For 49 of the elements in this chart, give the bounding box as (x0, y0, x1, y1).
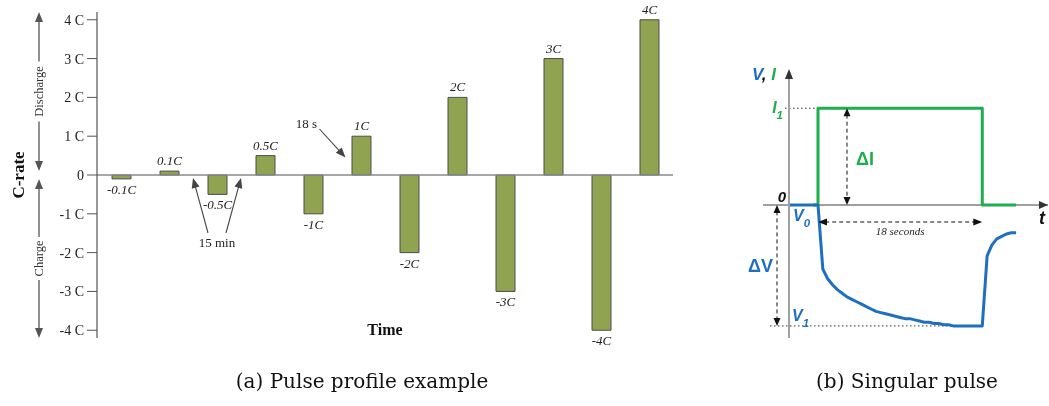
bar (303, 174, 324, 215)
data-label: 2C (449, 79, 466, 95)
bar (639, 19, 660, 176)
bar (255, 155, 276, 176)
y-tick-label: -2 C (59, 245, 84, 261)
text: Charge (32, 240, 46, 277)
data-label: 3C (544, 40, 562, 56)
data-label: 1C (353, 118, 370, 134)
text: Discharge (32, 65, 46, 117)
text: V (793, 207, 804, 224)
data-label: -2C (399, 255, 420, 271)
bar (399, 174, 420, 254)
data-label: 4C (641, 1, 658, 17)
bar (351, 135, 372, 176)
y-tick-label: 3 C (64, 51, 84, 67)
y-axis-title: C-rate (8, 150, 28, 199)
data-label: -4C (591, 333, 612, 349)
text: ΔV (748, 256, 773, 277)
bar (543, 58, 564, 176)
y-tick-label: -4 C (59, 323, 84, 339)
text: (a) Pulse profile example (235, 368, 489, 394)
ref-line-label: I$_{1}$ (772, 99, 783, 122)
y-tick-label: -3 C (59, 284, 84, 300)
data-label: 0.5C (253, 137, 279, 153)
bar (447, 96, 468, 176)
y-tick-label: 1 C (64, 129, 84, 145)
y-axis-title: V, I (752, 65, 778, 84)
bar (591, 174, 612, 331)
x-axis-title: t (1039, 208, 1046, 228)
data-label: -1C (303, 216, 324, 232)
y-tick-label: 0 (77, 167, 84, 183)
y-tick-label: 4 C (64, 12, 84, 28)
y-tick-label: -1 C (59, 206, 84, 222)
text: 0 (777, 188, 786, 205)
data-label: -0.1C (106, 181, 137, 197)
x-axis-title: Time (367, 321, 403, 338)
ref-line-label: V$_{1}$ (792, 306, 810, 329)
bar (207, 174, 228, 195)
text: (b) Singular pulse (816, 368, 998, 394)
annotation: 18 seconds (875, 225, 925, 237)
bar (495, 174, 516, 292)
annotation: 18 s (295, 116, 318, 131)
data-label: -3C (495, 294, 516, 310)
data-label: 0.1C (157, 153, 183, 169)
annotation: 0 (803, 217, 811, 229)
annotation: ΔI (855, 148, 874, 169)
annotation: 15 min (198, 235, 236, 250)
y-tick-label: 2 C (64, 90, 84, 106)
data-label: -0.5C (202, 197, 233, 213)
